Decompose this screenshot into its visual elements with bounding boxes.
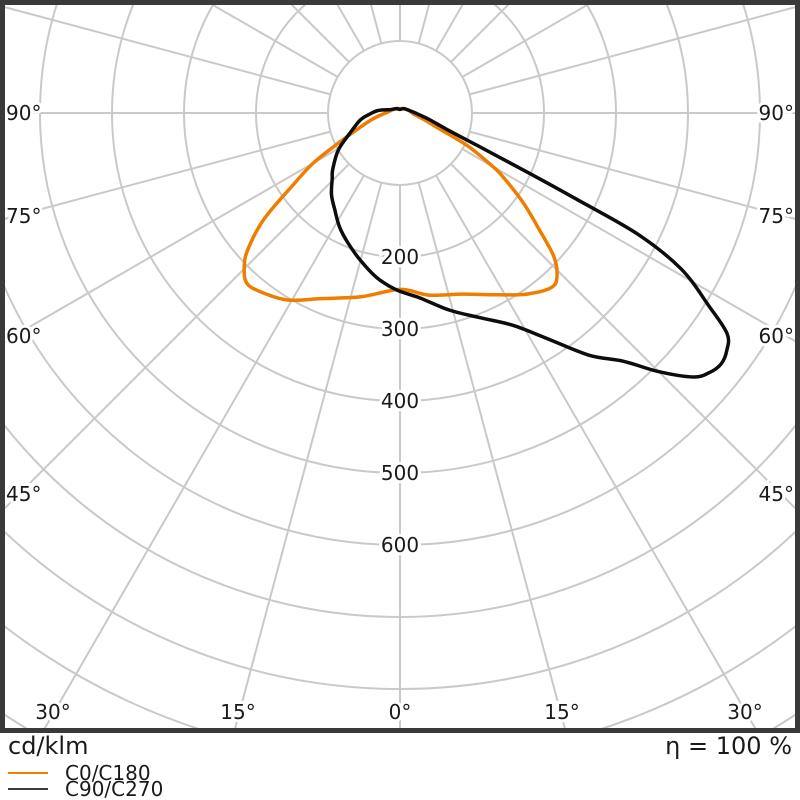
ring-label: 300 xyxy=(381,317,419,341)
chart-footer: cd/klm η = 100 % C0/C180 C90/C270 xyxy=(0,733,800,800)
legend-swatch-c0-c180 xyxy=(8,772,48,774)
curve-c0-c180 xyxy=(242,106,559,303)
grid-spoke xyxy=(336,5,365,52)
angle-label-right: 60° xyxy=(759,324,794,348)
grid-spoke xyxy=(450,163,795,510)
angle-label-right: 45° xyxy=(759,482,794,506)
angle-label-bottom: 15° xyxy=(220,700,255,724)
ring-label: 600 xyxy=(381,533,419,557)
ring-label: 400 xyxy=(381,389,419,413)
legend-swatch-c90-c270 xyxy=(8,788,48,790)
unit-label: cd/klm xyxy=(8,732,89,760)
grid-spoke xyxy=(5,163,350,510)
grid-spoke xyxy=(461,148,795,343)
grid-spoke xyxy=(370,5,383,44)
legend-label-c90-c270: C90/C270 xyxy=(65,777,164,800)
angle-label-bottom: 30° xyxy=(727,700,762,724)
angle-label-left: 75° xyxy=(6,204,41,228)
ring-label: 500 xyxy=(381,461,419,485)
legend-item-c0-c180: C0/C180 xyxy=(8,761,792,785)
angle-label-bottom: 30° xyxy=(35,700,70,724)
legend-item-c90-c270: C90/C270 xyxy=(8,777,792,800)
grid-spoke xyxy=(435,174,757,728)
legend: C0/C180 C90/C270 xyxy=(0,759,800,800)
legend-label-c0-c180: C0/C180 xyxy=(65,761,151,785)
grid-spoke xyxy=(469,6,795,96)
grid-spoke xyxy=(234,182,383,728)
grid-ring xyxy=(327,40,473,186)
footer-row: cd/klm η = 100 % xyxy=(0,733,800,759)
efficiency-label: η = 100 % xyxy=(665,732,792,760)
polar-grid: 200 300 400 500 600 xyxy=(5,5,795,728)
grid-spoke xyxy=(417,182,566,728)
grid-spoke xyxy=(469,130,795,220)
grid-spoke xyxy=(5,130,331,220)
angle-label-left: 90° xyxy=(6,101,41,125)
grid-spoke xyxy=(435,5,464,52)
curve-c90-c270 xyxy=(329,106,731,379)
plot-frame xyxy=(0,0,800,733)
grid-spoke xyxy=(5,6,331,96)
angle-label-left: 60° xyxy=(6,324,41,348)
polar-chart: 200 300 400 500 600 90° 75° 60° 45° 90° 75° 60° 45° 3… xyxy=(0,0,800,733)
grid-spoke xyxy=(43,174,365,728)
angle-label-right: 75° xyxy=(759,204,794,228)
ring-label: 200 xyxy=(381,245,419,269)
angle-label-right: 90° xyxy=(759,101,794,125)
angle-label-left: 45° xyxy=(6,482,41,506)
grid-spoke xyxy=(461,5,590,78)
grid-spoke xyxy=(417,5,430,44)
grid-spoke xyxy=(5,148,339,343)
angle-label-bottom: 15° xyxy=(544,700,579,724)
grid-spoke xyxy=(210,5,339,78)
angle-label-bottom: 0° xyxy=(389,700,412,724)
